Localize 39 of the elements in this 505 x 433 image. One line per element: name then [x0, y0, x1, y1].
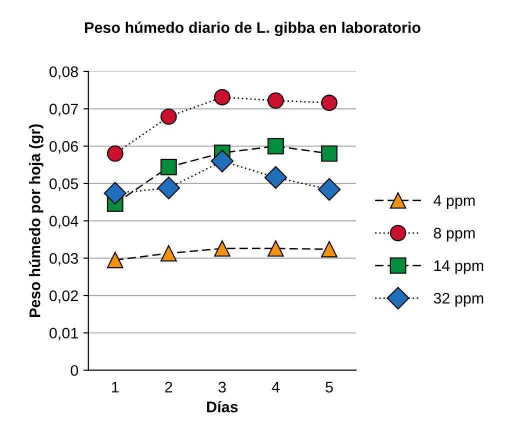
- point: [214, 89, 230, 106]
- point: [268, 240, 284, 257]
- y-tick-label: 0,06: [50, 141, 78, 154]
- point: [106, 252, 124, 268]
- point: [268, 92, 284, 109]
- y-tick-label: 0,07: [50, 104, 78, 116]
- y-tick-label: 0: [70, 365, 78, 376]
- y-tick-label: 0,02: [50, 290, 78, 304]
- y-tick-label: 0,04: [50, 216, 78, 228]
- point: [157, 176, 180, 200]
- legend-label: 8 ppm: [434, 228, 475, 242]
- point: [160, 108, 177, 125]
- point: [104, 182, 126, 205]
- x-tick-label: 3: [218, 382, 226, 393]
- x-tick-label: 4: [272, 382, 280, 392]
- x-tick-label: 2: [165, 382, 172, 392]
- legend-label: 4 ppm: [434, 195, 475, 209]
- chart-title: Peso húmedo diario de L. gibba en laboratorio: [85, 22, 420, 36]
- point: [106, 145, 124, 162]
- point: [264, 166, 288, 189]
- point: [210, 150, 234, 172]
- point: [321, 145, 338, 162]
- point: [268, 138, 284, 154]
- point: [321, 94, 338, 112]
- x-axis-title: Días: [207, 400, 238, 412]
- y-axis-title: Peso húmedo por hoja (gr): [28, 124, 44, 317]
- point: [160, 245, 177, 262]
- point: [160, 158, 177, 176]
- x-tick-label: 5: [326, 382, 333, 393]
- point: [321, 241, 338, 258]
- legend-label: 32 ppm: [434, 292, 484, 307]
- y-tick-label: 0,01: [50, 328, 78, 340]
- point: [318, 178, 341, 201]
- y-tick-label: 0,05: [50, 178, 78, 191]
- point: [214, 240, 230, 257]
- y-tick-label: 0,08: [50, 66, 78, 79]
- x-tick-label: 1: [112, 382, 119, 392]
- y-tick-label: 0,03: [50, 253, 78, 266]
- legend-label: 14 ppm: [434, 260, 484, 274]
